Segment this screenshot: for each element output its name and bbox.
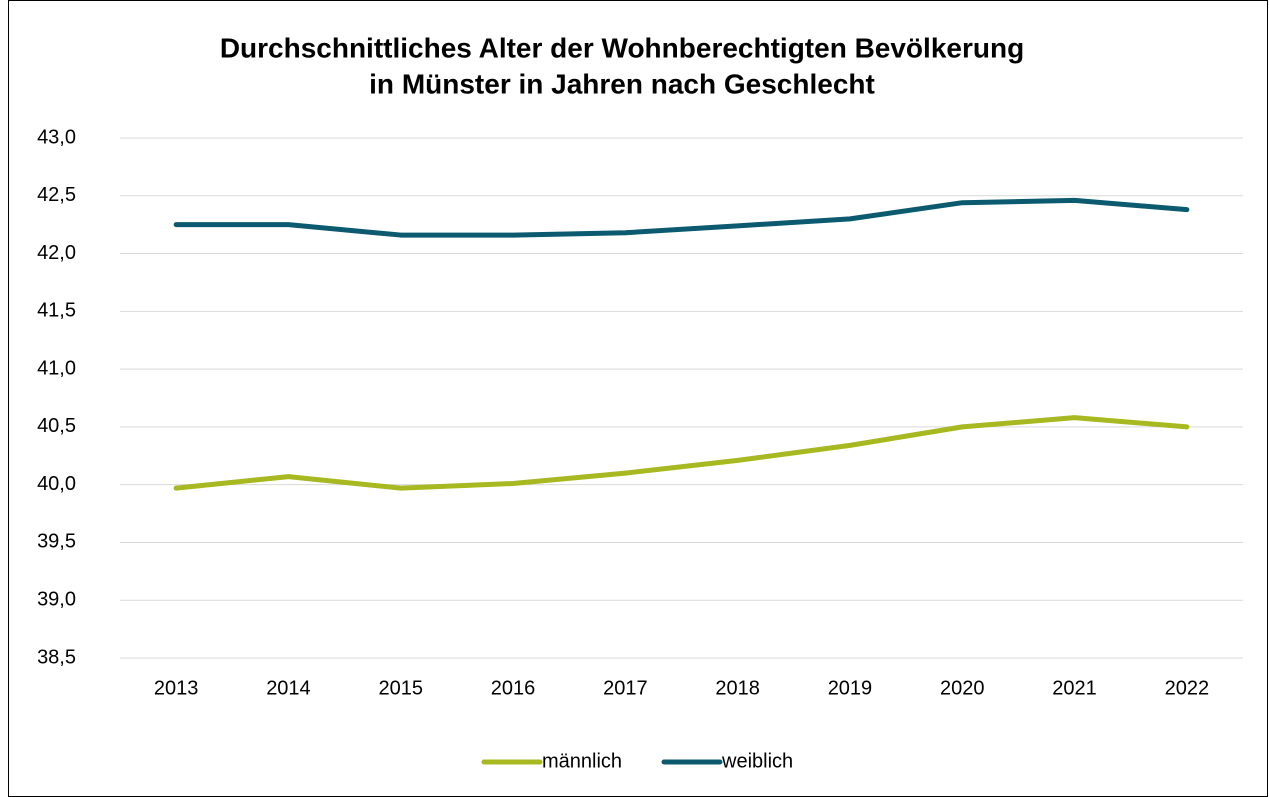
y-tick-label: 41,5 xyxy=(37,300,76,322)
y-tick-label: 39,5 xyxy=(37,531,76,553)
data-line xyxy=(173,197,1190,238)
x-tick-label: 2013 xyxy=(154,677,199,699)
y-tick-label: 39,0 xyxy=(37,589,76,611)
chart-subtitle: in Münster in Jahren nach Geschlecht xyxy=(369,68,875,99)
legend-label: weiblich xyxy=(721,750,793,772)
y-tick-label: 42,0 xyxy=(37,242,76,264)
y-tick-label: 42,5 xyxy=(37,184,76,206)
x-tick-label: 2018 xyxy=(715,677,760,699)
x-tick-label: 2019 xyxy=(828,677,873,699)
x-tick-label: 2014 xyxy=(266,677,311,699)
chart-frame xyxy=(8,0,1268,797)
y-tick-label: 43,0 xyxy=(37,126,76,148)
x-tick-label: 2016 xyxy=(491,677,536,699)
x-tick-label: 2015 xyxy=(379,677,424,699)
chart-title: Durchschnittliches Alter der Wohnberecht… xyxy=(220,32,1024,63)
y-tick-label: 38,5 xyxy=(37,646,76,668)
y-tick-label: 41,0 xyxy=(37,357,76,379)
x-tick-label: 2022 xyxy=(1165,677,1210,699)
y-tick-label: 40,0 xyxy=(37,473,76,495)
x-tick-label: 2017 xyxy=(603,677,648,699)
x-tick-label: 2020 xyxy=(940,677,985,699)
y-tick-label: 40,5 xyxy=(37,415,76,437)
x-tick-label: 2021 xyxy=(1052,677,1097,699)
data-line xyxy=(173,415,1190,491)
legend-label: männlich xyxy=(542,750,622,772)
